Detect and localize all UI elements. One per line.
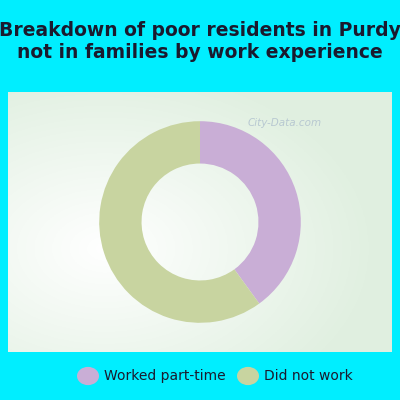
Ellipse shape <box>237 367 259 385</box>
Text: Breakdown of poor residents in Purdy
not in families by work experience: Breakdown of poor residents in Purdy not… <box>0 21 400 62</box>
Wedge shape <box>99 121 259 323</box>
Wedge shape <box>200 121 301 304</box>
Text: City-Data.com: City-Data.com <box>248 118 322 128</box>
Text: Did not work: Did not work <box>264 369 353 383</box>
Ellipse shape <box>77 367 99 385</box>
Text: Worked part-time: Worked part-time <box>104 369 226 383</box>
